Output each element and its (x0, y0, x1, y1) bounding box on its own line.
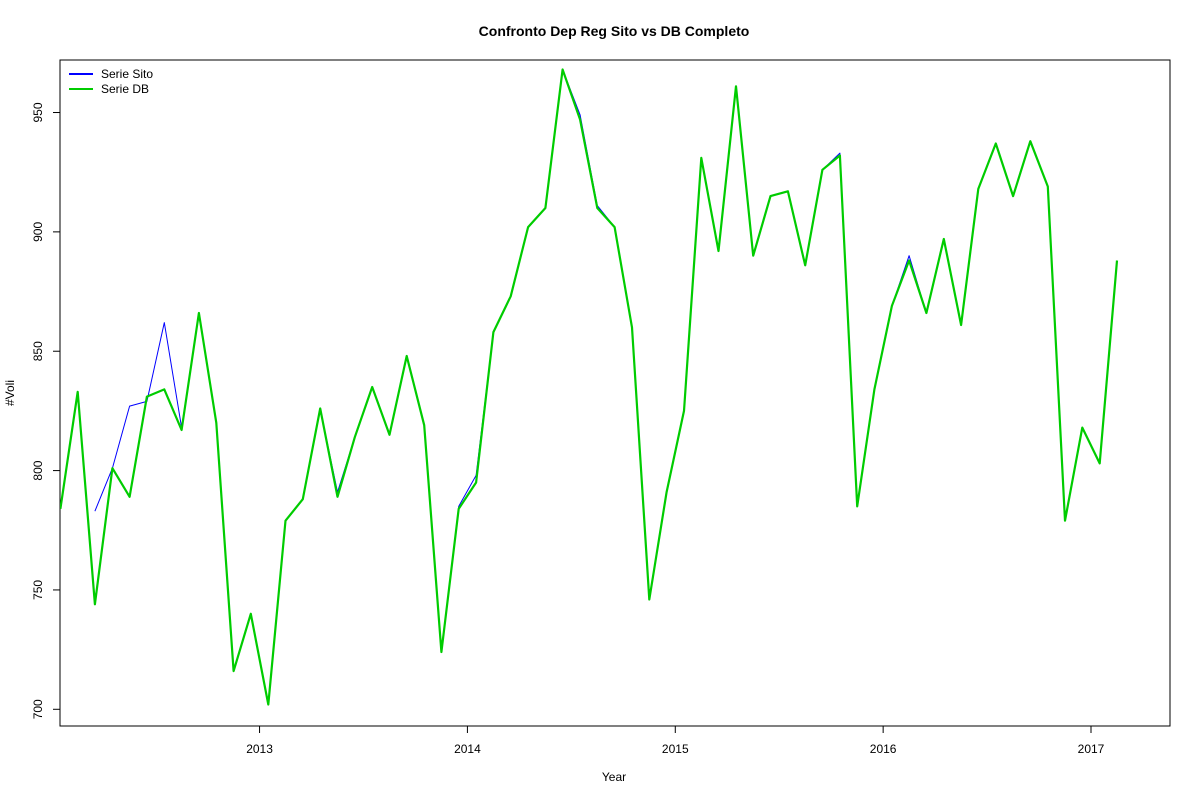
x-tick-label-2013: 2013 (246, 742, 273, 756)
x-tick-label-2014: 2014 (454, 742, 481, 756)
chart-title: Confronto Dep Reg Sito vs DB Completo (479, 23, 750, 39)
series-layer (60, 68, 1119, 706)
x-axis: 2013 2014 2015 2016 2017 (246, 726, 1105, 756)
plot-area-frame (59, 59, 1171, 727)
y-tick-label-800: 800 (31, 460, 45, 480)
y-axis-label: #Voli (3, 380, 17, 406)
x-tick-label-2017: 2017 (1078, 742, 1105, 756)
y-tick-label-700: 700 (31, 699, 45, 719)
legend: Serie Sito Serie DB (69, 67, 153, 96)
x-tick-label-2015: 2015 (662, 742, 689, 756)
x-tick-label-2016: 2016 (870, 742, 897, 756)
y-tick-label-850: 850 (31, 341, 45, 361)
series-line-serie-sito (94, 69, 1118, 705)
y-tick-label-900: 900 (31, 222, 45, 242)
y-tick-label-750: 750 (31, 580, 45, 600)
x-axis-label: Year (602, 770, 626, 784)
series-line-serie-db (60, 68, 1119, 706)
legend-label-serie-db: Serie DB (101, 82, 149, 96)
y-tick-label-950: 950 (31, 102, 45, 122)
y-axis: 700 750 800 850 900 950 (31, 102, 60, 719)
legend-label-serie-sito: Serie Sito (101, 67, 153, 81)
